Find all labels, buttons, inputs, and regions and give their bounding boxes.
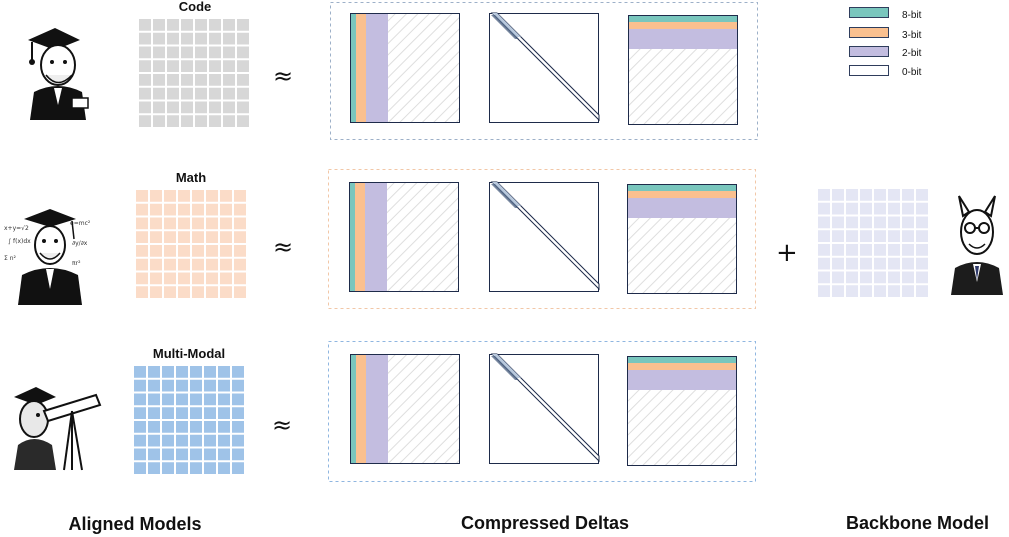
svg-text:∂y/∂x: ∂y/∂x — [72, 240, 88, 247]
code-row-delta — [628, 15, 738, 125]
legend-swatch-0bit — [849, 65, 889, 76]
llama-math-avatar: x+y=√2 ∫ f(x)dx Σ n² e=mc² ∂y/∂x πr² — [2, 195, 97, 305]
multimodal-column-delta — [350, 354, 460, 464]
multimodal-weight-grid — [134, 366, 244, 474]
legend-swatch-8bit — [849, 7, 889, 18]
legend-label-0bit: 0-bit — [902, 67, 922, 78]
legend-swatch-3bit — [849, 27, 889, 38]
approx-symbol-code: ≈ — [273, 62, 294, 90]
backbone-weight-grid — [818, 189, 928, 297]
svg-text:x+y=√2: x+y=√2 — [4, 225, 29, 232]
math-weight-grid — [136, 190, 246, 298]
multimodal-row-delta — [627, 356, 737, 466]
svg-text:πr²: πr² — [72, 260, 81, 267]
math-delta-box — [328, 169, 756, 309]
code-column-delta — [350, 13, 460, 123]
svg-text:Σ n²: Σ n² — [4, 255, 17, 262]
legend-label-8bit: 8-bit — [902, 10, 922, 21]
llama-backbone-avatar — [945, 190, 1009, 295]
approx-symbol-multimodal: ≈ — [272, 411, 293, 439]
plus-symbol: + — [776, 238, 798, 268]
llama-telescope-avatar — [8, 375, 108, 471]
code-diagonal-delta — [489, 12, 600, 123]
math-row-delta — [627, 184, 737, 294]
multimodal-diagonal-delta — [489, 353, 600, 464]
code-grid-title: Code — [178, 0, 212, 14]
backbone-model-label: Backbone Model — [845, 513, 990, 533]
legend-swatch-2bit — [849, 46, 889, 57]
compressed-deltas-label: Compressed Deltas — [460, 513, 630, 533]
svg-text:∫ f(x)dx: ∫ f(x)dx — [8, 238, 31, 245]
math-grid-title: Math — [175, 170, 207, 185]
math-diagonal-delta — [489, 181, 600, 292]
svg-text:e=mc²: e=mc² — [70, 220, 91, 227]
legend-label-3bit: 3-bit — [902, 30, 922, 41]
multimodal-grid-title: Multi-Modal — [152, 346, 226, 361]
llama-code-avatar — [10, 20, 95, 120]
aligned-models-label: Aligned Models — [68, 514, 202, 534]
code-weight-grid — [139, 19, 249, 127]
math-column-delta — [349, 182, 459, 292]
legend-label-2bit: 2-bit — [902, 48, 922, 59]
multimodal-delta-box — [328, 341, 756, 482]
approx-symbol-math: ≈ — [273, 233, 294, 261]
